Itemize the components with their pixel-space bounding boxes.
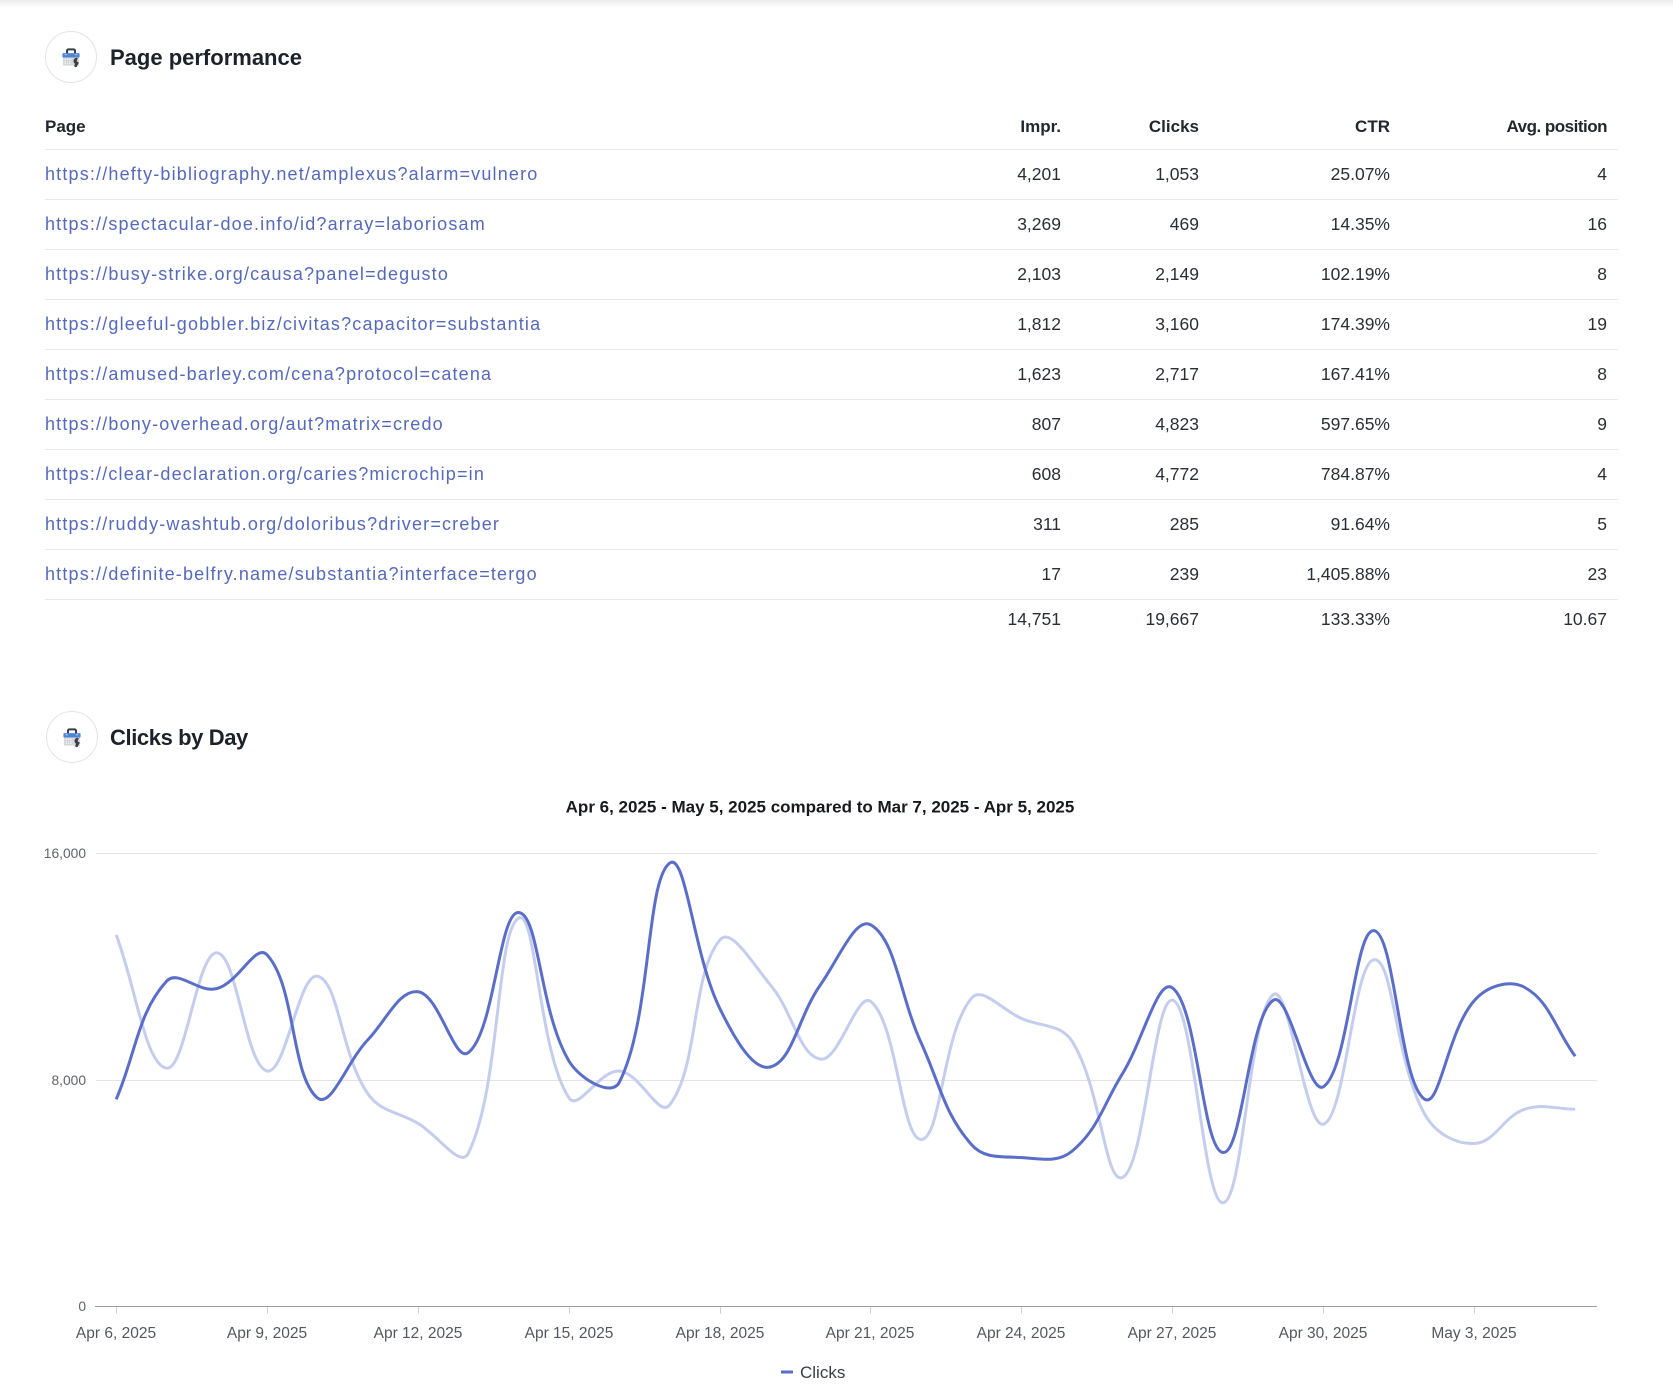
svg-text:Apr 15, 2025: Apr 15, 2025	[525, 1325, 614, 1342]
svg-text:Apr 6, 2025 - May 5, 2025 comp: Apr 6, 2025 - May 5, 2025 compared to Ma…	[566, 798, 1075, 817]
svg-text:May 3, 2025: May 3, 2025	[1431, 1325, 1516, 1342]
svg-text:Apr 6, 2025: Apr 6, 2025	[76, 1325, 156, 1342]
svg-text:Clicks: Clicks	[800, 1363, 845, 1382]
svg-text:Apr 12, 2025: Apr 12, 2025	[374, 1325, 463, 1342]
svg-text:16,000: 16,000	[44, 846, 87, 861]
svg-text:Apr 27, 2025: Apr 27, 2025	[1128, 1325, 1217, 1342]
svg-text:Apr 30, 2025: Apr 30, 2025	[1279, 1325, 1368, 1342]
svg-text:Apr 9, 2025: Apr 9, 2025	[227, 1325, 307, 1342]
svg-text:0: 0	[78, 1299, 86, 1314]
svg-text:Apr 21, 2025: Apr 21, 2025	[826, 1325, 915, 1342]
svg-text:8,000: 8,000	[51, 1073, 86, 1088]
svg-text:Apr 24, 2025: Apr 24, 2025	[977, 1325, 1066, 1342]
svg-text:Apr 18, 2025: Apr 18, 2025	[676, 1325, 765, 1342]
